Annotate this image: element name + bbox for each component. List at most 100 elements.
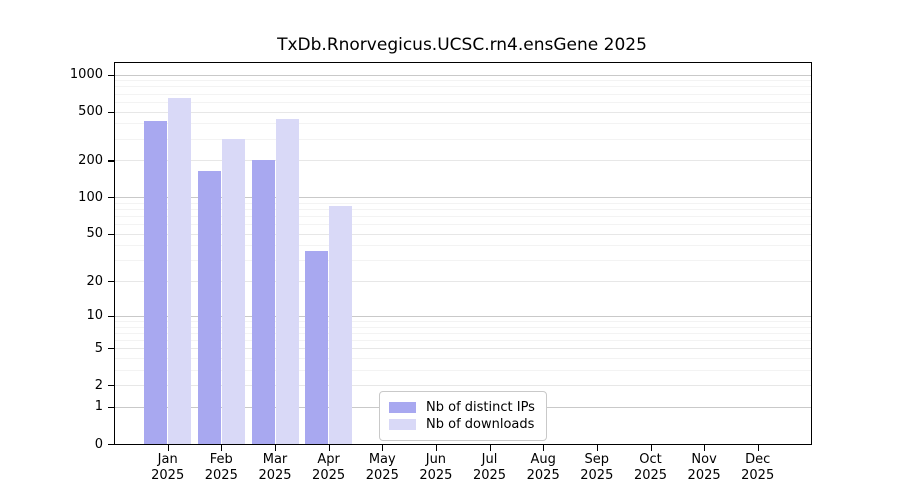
plot-area: Nb of distinct IPs Nb of downloads Jan 20… [70, 62, 812, 483]
x-tick-label-year: 2025 [204, 468, 238, 483]
legend-label-downloads: Nb of downloads [426, 416, 535, 432]
gridline [115, 339, 811, 341]
x-tick-label-year: 2025 [151, 468, 185, 483]
x-tick-label: Jul 2025 [458, 452, 522, 484]
bar-downloads-jan [168, 98, 192, 444]
bar-distinct-ips-jan [144, 120, 168, 444]
x-tick-label-year: 2025 [258, 468, 292, 483]
x-tick [596, 444, 598, 451]
chart-title: TxDb.Rnorvegicus.UCSC.rn4.ensGene 2025 [277, 35, 647, 55]
gridline [115, 385, 811, 387]
x-tick [543, 444, 545, 451]
gridline [115, 326, 811, 328]
y-tick [108, 281, 115, 283]
gridline [115, 224, 811, 226]
bar-distinct-ips-feb [197, 170, 221, 444]
x-tick-label-month: Apr [317, 452, 340, 467]
gridline [115, 332, 811, 334]
x-tick-label-year: 2025 [741, 468, 775, 483]
gridline-major [115, 74, 811, 76]
x-tick-label-month: Sep [584, 452, 610, 467]
y-tick [108, 444, 115, 446]
gridline [115, 80, 811, 82]
x-tick-label-month: Jan [157, 452, 178, 467]
gridline [115, 138, 811, 140]
x-tick-label: May 2025 [350, 452, 414, 484]
x-tick-label-month: Feb [209, 452, 233, 467]
x-tick-label: Nov 2025 [672, 452, 736, 484]
x-tick-label: Dec 2025 [726, 452, 790, 484]
x-tick [650, 444, 652, 451]
y-tick [108, 315, 115, 317]
x-tick-label: Aug 2025 [511, 452, 575, 484]
gridline [115, 101, 811, 103]
y-tick-label: 50 [86, 226, 103, 242]
x-tick-label-year: 2025 [312, 468, 346, 483]
x-tick-label-year: 2025 [472, 468, 507, 483]
x-tick-label-month: Jul [481, 452, 498, 467]
x-tick [221, 444, 223, 451]
gridline [115, 260, 811, 262]
x-tick-label-year: 2025 [526, 468, 560, 483]
gridline [115, 209, 811, 210]
x-tick-label-month: Nov [691, 452, 717, 467]
bar-downloads-feb [221, 138, 245, 444]
gridline [115, 357, 811, 359]
x-tick-label-year: 2025 [633, 468, 668, 483]
bar-distinct-ips-mar [251, 159, 275, 444]
y-tick [108, 385, 115, 387]
legend: Nb of distinct IPs Nb of downloads [379, 391, 547, 441]
gridline [115, 202, 811, 204]
y-tick [108, 406, 115, 409]
gridline [115, 160, 811, 162]
gridline [115, 320, 811, 322]
y-tick-label: 200 [78, 152, 103, 168]
legend-swatch-distinct-ips [389, 402, 416, 413]
x-tick [704, 444, 706, 451]
x-tick [757, 444, 759, 451]
y-tick-label: 2 [94, 377, 103, 393]
gridline [115, 86, 811, 88]
x-tick-label: Feb 2025 [189, 452, 253, 484]
bar-downloads-apr [329, 206, 353, 444]
x-tick-label: Mar 2025 [243, 452, 307, 484]
x-tick-label-month: Jun [425, 452, 447, 467]
x-tick-label: Apr 2025 [297, 452, 361, 484]
gridline [115, 93, 811, 95]
y-tick-label: 20 [86, 273, 103, 289]
x-tick [328, 444, 330, 451]
gridline-major [115, 315, 811, 317]
y-tick [108, 233, 115, 235]
x-tick [167, 444, 169, 451]
y-tick-label: 500 [78, 104, 103, 119]
x-tick-label-year: 2025 [580, 468, 614, 483]
x-tick-label-month: May [368, 452, 396, 467]
gridline [115, 369, 811, 371]
legend-item-distinct-ips: Nb of distinct IPs [389, 399, 535, 416]
gridline [115, 281, 811, 283]
x-tick-label-year: 2025 [687, 468, 721, 483]
y-tick [108, 197, 115, 199]
legend-label-distinct-ips: Nb of distinct IPs [426, 399, 535, 415]
y-tick-label: 5 [94, 340, 103, 356]
x-tick-label: Jun 2025 [404, 452, 468, 484]
y-tick [108, 348, 115, 350]
x-tick-label: Jan 2025 [136, 452, 200, 484]
legend-item-downloads: Nb of downloads [389, 416, 535, 433]
x-tick [435, 444, 438, 451]
gridline [115, 123, 811, 125]
x-tick-label-year: 2025 [419, 468, 453, 483]
x-tick-label-month: Oct [639, 452, 662, 467]
gridline-major [115, 197, 811, 199]
y-tick-label: 1000 [69, 67, 103, 82]
gridline [115, 233, 811, 235]
x-tick-label-month: Mar [262, 452, 288, 467]
bar-downloads-mar [275, 118, 299, 444]
y-tick-label: 10 [86, 308, 103, 324]
y-tick-label: 1 [94, 399, 103, 415]
gridline [115, 111, 811, 113]
y-tick-label: 0 [94, 436, 103, 452]
x-tick [275, 444, 277, 451]
gridline [115, 216, 811, 217]
